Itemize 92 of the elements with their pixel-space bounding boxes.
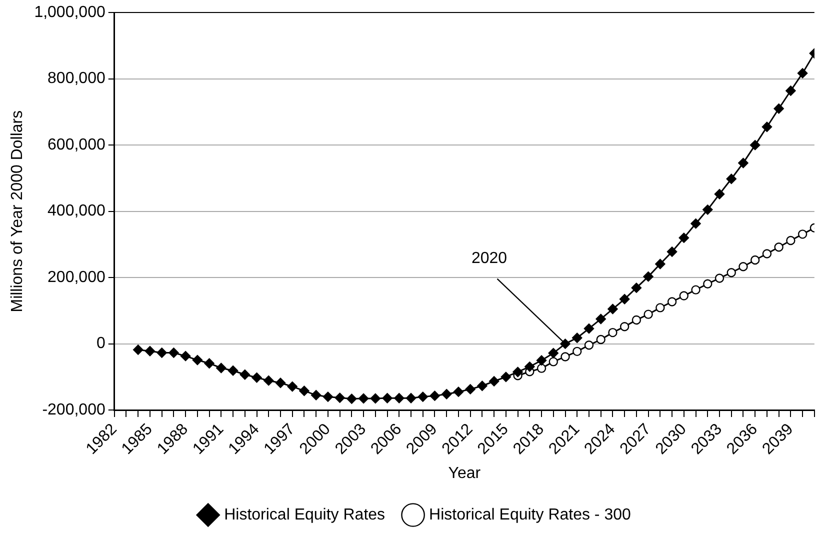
point bbox=[678, 232, 690, 243]
point bbox=[536, 355, 547, 366]
point bbox=[655, 258, 666, 270]
point bbox=[797, 68, 808, 78]
point bbox=[133, 344, 144, 355]
y-tick-label: 400,000 bbox=[48, 202, 106, 220]
point bbox=[346, 394, 357, 404]
point bbox=[750, 255, 760, 265]
point bbox=[691, 285, 700, 294]
point bbox=[548, 357, 558, 366]
point bbox=[774, 104, 784, 114]
point bbox=[418, 392, 428, 402]
point bbox=[762, 249, 772, 258]
y-tick-label: 200,000 bbox=[48, 268, 106, 286]
point bbox=[774, 242, 784, 252]
point bbox=[584, 323, 594, 334]
point bbox=[192, 354, 203, 366]
point bbox=[703, 279, 712, 288]
point bbox=[264, 375, 274, 386]
point bbox=[382, 393, 392, 404]
point bbox=[512, 366, 523, 378]
point bbox=[430, 390, 440, 401]
point bbox=[180, 350, 191, 362]
point bbox=[488, 376, 500, 386]
point bbox=[252, 372, 262, 383]
point bbox=[714, 274, 724, 283]
point bbox=[632, 315, 642, 325]
point bbox=[667, 297, 677, 306]
point bbox=[394, 393, 404, 404]
y-tick-label: 1,000,000 bbox=[34, 4, 106, 22]
point bbox=[453, 386, 464, 397]
point bbox=[572, 332, 582, 343]
point bbox=[322, 392, 334, 402]
y-tick-label: 600,000 bbox=[48, 136, 106, 154]
point bbox=[524, 362, 535, 372]
point bbox=[643, 271, 654, 282]
point bbox=[240, 370, 250, 380]
annotation: 2020 bbox=[471, 250, 508, 268]
point bbox=[168, 348, 179, 358]
point bbox=[726, 268, 736, 278]
x-axis-title: Year bbox=[448, 464, 482, 482]
point bbox=[620, 322, 630, 332]
point bbox=[548, 348, 558, 358]
point bbox=[608, 304, 618, 314]
point bbox=[750, 140, 760, 150]
point bbox=[666, 246, 678, 257]
point bbox=[596, 314, 606, 324]
point bbox=[584, 340, 594, 350]
point bbox=[477, 380, 488, 391]
point bbox=[714, 189, 725, 200]
point bbox=[596, 334, 606, 344]
point bbox=[690, 218, 701, 229]
point bbox=[608, 328, 618, 338]
point bbox=[536, 364, 546, 373]
point bbox=[572, 346, 582, 356]
y-tick-label: 0 bbox=[96, 335, 106, 352]
point bbox=[442, 389, 452, 400]
point bbox=[619, 294, 630, 304]
point bbox=[786, 236, 796, 246]
point bbox=[500, 372, 512, 382]
y-tick-label: -200,000 bbox=[42, 401, 106, 418]
y-tick-label: 800,000 bbox=[48, 70, 106, 88]
point bbox=[631, 282, 642, 293]
point bbox=[726, 174, 736, 184]
point bbox=[156, 348, 167, 358]
point bbox=[560, 338, 570, 349]
point bbox=[370, 393, 381, 404]
point bbox=[275, 378, 286, 388]
point bbox=[644, 310, 653, 319]
point bbox=[738, 158, 748, 168]
point bbox=[144, 346, 156, 356]
point bbox=[287, 381, 298, 392]
point bbox=[679, 291, 689, 300]
point bbox=[358, 393, 369, 404]
point bbox=[762, 122, 772, 132]
legend-label: Historical Equity Rates - 300 bbox=[429, 506, 632, 524]
point bbox=[656, 303, 665, 312]
legend-label: Historical Equity Rates bbox=[224, 506, 386, 524]
point bbox=[299, 386, 310, 396]
point bbox=[786, 86, 796, 96]
point bbox=[228, 366, 238, 376]
y-axis-title: Millions of Year 2000 Dollars bbox=[9, 110, 26, 312]
point bbox=[465, 384, 476, 394]
point bbox=[310, 390, 322, 400]
point bbox=[204, 358, 214, 368]
point bbox=[216, 362, 226, 374]
point bbox=[798, 230, 808, 239]
point bbox=[560, 352, 570, 362]
point bbox=[334, 392, 345, 403]
point bbox=[702, 204, 713, 215]
point bbox=[406, 393, 416, 404]
point bbox=[738, 262, 748, 272]
